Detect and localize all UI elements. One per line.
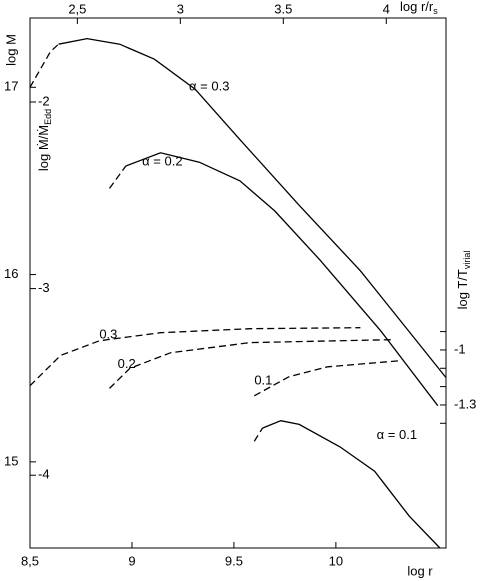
x-tick-label: 9.5 xyxy=(225,553,243,568)
x-tick-label: 9 xyxy=(128,553,135,568)
y2-tick-label: -2 xyxy=(38,93,50,108)
y2-label-sub: Edd xyxy=(43,109,53,125)
y-axis-label: log M xyxy=(3,34,18,66)
y-tick-label: 17 xyxy=(4,79,18,94)
curve xyxy=(108,165,127,189)
curve xyxy=(109,339,391,389)
x-tick-label: 8,5 xyxy=(21,553,39,568)
y3-tick-label: -1 xyxy=(454,341,466,356)
y3-label-sub: virial xyxy=(462,251,472,270)
y-tick-label: 16 xyxy=(4,266,18,281)
y2-tick-label: -3 xyxy=(38,280,50,295)
x2-axis-label: log r/rs xyxy=(400,0,438,16)
y3-tick-label: -1.3 xyxy=(454,396,476,411)
curve xyxy=(253,360,400,397)
curve-label: 0.1 xyxy=(254,373,272,388)
y2-tick-label: -4 xyxy=(38,467,50,482)
curve-label: α = 0.3 xyxy=(189,79,229,94)
x2-label-main: log r/r xyxy=(400,0,434,14)
plot-frame xyxy=(29,17,447,549)
curve xyxy=(58,37,447,379)
x-tick-label: 10 xyxy=(329,553,343,568)
y3-label-main: log T/T xyxy=(455,269,470,309)
y-tick-label: 15 xyxy=(4,453,18,468)
curve-label: 0.2 xyxy=(118,356,136,371)
curve-label: 0.3 xyxy=(99,327,117,342)
curve-label: α = 0.2 xyxy=(142,154,182,169)
x2-tick-label: 4 xyxy=(383,1,390,16)
x2-tick-label: 3.5 xyxy=(274,1,292,16)
curve xyxy=(125,152,439,407)
y3-axis-label: log T/Tvirial xyxy=(455,251,472,310)
curve xyxy=(262,420,441,549)
curve-label: α = 0.1 xyxy=(377,427,417,442)
y2-label-main: log Ṁ/Ṁ xyxy=(36,125,51,171)
x2-tick-label: 2,5 xyxy=(68,1,86,16)
x2-label-sub: s xyxy=(433,6,438,16)
x-axis-label: log r xyxy=(407,563,433,578)
curve xyxy=(253,427,264,442)
curve xyxy=(29,327,361,387)
curve xyxy=(29,43,59,88)
y2-axis-label: log Ṁ/ṀEdd xyxy=(36,109,53,171)
x2-tick-label: 3 xyxy=(177,1,184,16)
